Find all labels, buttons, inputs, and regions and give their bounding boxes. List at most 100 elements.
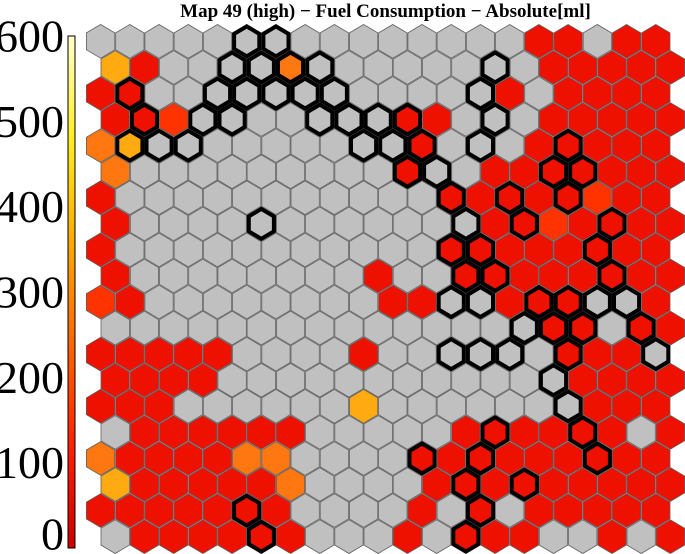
hex-cell [334,50,364,85]
hex-cell [363,154,393,190]
hex-cell [480,310,510,346]
hex-cell [436,24,466,59]
hex-cell [538,467,569,502]
hex-cell [451,415,481,450]
hex-cell [217,258,247,294]
colorbar-tick-label: 200 [0,352,64,403]
hex-outline [246,50,276,85]
hex-outline [597,206,627,242]
hex-cell [568,362,598,398]
hex-cell [641,232,671,268]
hex-cell [524,180,554,216]
hex-cell [305,362,335,398]
hex-cell [378,24,408,59]
hex-cell [378,180,408,216]
hex-cell [378,76,408,111]
hex-cell [626,467,656,502]
hex-cell [495,76,525,111]
hex-cell [290,336,320,372]
hex-cell [582,128,612,163]
colorbar-tick-label: 300 [0,267,64,318]
hex-cell [626,154,656,190]
hex-cell [305,258,335,294]
hex-cell [334,258,364,294]
hex-cell [378,441,408,476]
hex-cell [275,206,306,242]
hex-cell [144,76,174,111]
hex-cell [509,154,539,190]
hex-outline [392,102,422,137]
hex-cell [626,362,656,398]
hex-cell [538,50,569,85]
colorbar-tick-label: 400 [0,181,64,232]
hex-outline [392,154,422,190]
hex-cell [261,493,291,528]
hex-cell [129,50,159,85]
hex-cell [451,154,481,190]
hex-cell [115,180,145,216]
hex-cell [86,441,116,476]
hex-cell [261,128,291,163]
hex-cell [363,206,393,242]
hex-cell [129,258,159,294]
hex-outline [407,128,437,163]
hex-cell [465,388,496,424]
hex-cell [582,180,612,216]
hex-cell [348,336,379,372]
hex-cell [495,441,525,476]
hex-cell [290,493,320,528]
hex-cell [568,50,598,85]
hex-cell [173,284,203,320]
hex-cell [246,258,276,294]
hex-outline [451,206,481,242]
hex-cell [524,336,554,372]
hex-cell [173,493,203,528]
hex-cell [612,24,642,59]
hex-outline [129,102,159,137]
hex-outline [641,336,671,372]
hex-cell [144,336,174,372]
hex-cell [597,310,627,346]
hex-cell [246,310,276,346]
hex-cell [626,50,656,85]
hex-outline [319,76,349,111]
hex-cell [305,415,335,450]
hex-cell [115,336,145,372]
hex-cell [202,284,233,320]
hex-cell [597,50,627,85]
hex-cell [407,232,437,268]
hex-cell [290,128,320,163]
hex-cell [275,102,306,137]
hex-cell [232,128,262,163]
hex-cell [86,336,116,372]
hex-cell [641,76,671,111]
hex-cell [159,415,189,450]
hex-cell [378,284,408,320]
hex-outline [246,206,276,242]
hex-cell [232,441,262,476]
hex-cell [115,441,145,476]
hex-cell [232,180,262,216]
hex-cell [290,388,320,424]
hex-cell [305,310,335,346]
hex-cell [641,388,671,424]
hex-outline [451,519,481,554]
hex-outline [217,50,247,85]
hex-cell [275,310,306,346]
hex-cell [173,232,203,268]
hex-cell [407,388,437,424]
hex-outline [553,336,583,372]
hex-cell [100,102,130,137]
hex-cell [348,388,379,424]
hex-outline [436,336,466,372]
hex-cell [173,441,203,476]
hex-cell [626,102,656,137]
hex-cell [144,388,174,424]
hex-cell [538,102,569,137]
hex-cell [86,76,116,111]
hex-cell [100,310,130,346]
hex-cell [100,50,130,85]
hex-outline [553,389,583,424]
hex-cell [334,154,364,190]
hex-cell [246,154,276,190]
